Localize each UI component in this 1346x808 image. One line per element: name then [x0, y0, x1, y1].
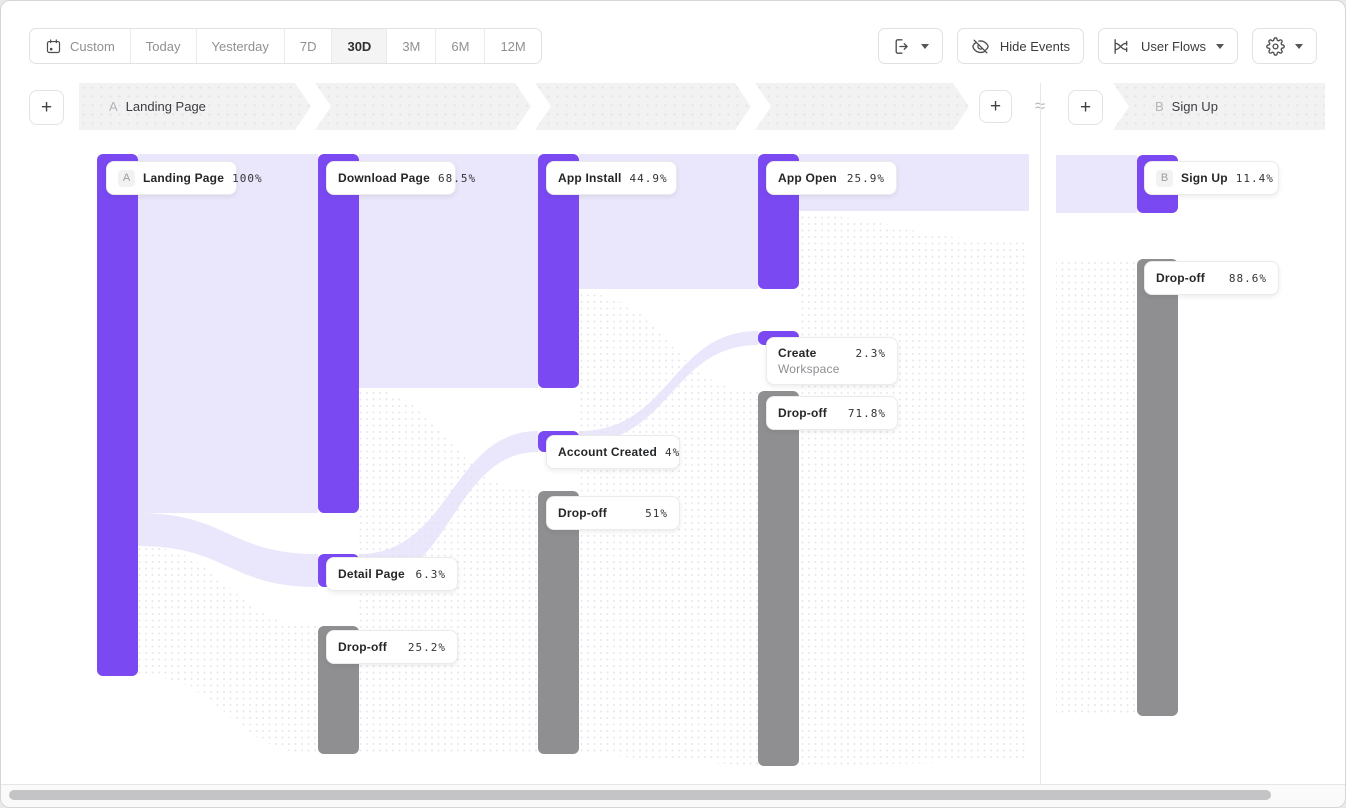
node-badge-a: A	[118, 169, 135, 187]
top-toolbar: Custom Today Yesterday 7D 30D 3M 6M 12M …	[29, 28, 1317, 64]
link-edge-to-signup	[1056, 155, 1137, 213]
node-label-download-page[interactable]: Download Page 68.5%	[326, 161, 475, 195]
step-b-badge: B	[1155, 99, 1164, 114]
link-landing-to-dropoff	[138, 546, 318, 754]
date-range-7d[interactable]: 7D	[283, 29, 332, 63]
node-label-dropoff-51[interactable]: Drop-off 51%	[546, 496, 680, 530]
link-edge-to-dropoff-b	[1056, 259, 1137, 716]
bar-landing-page[interactable]	[97, 154, 138, 676]
link-landing-to-download	[138, 154, 318, 513]
plus-icon: +	[1079, 97, 1092, 118]
step-a-badge: A	[109, 99, 118, 114]
date-range-30d-selected[interactable]: 30D	[331, 29, 387, 63]
node-badge-b: B	[1156, 169, 1173, 187]
export-button[interactable]	[877, 28, 943, 64]
link-col4-to-edge-dropoff	[799, 215, 1029, 766]
funnel-step-a-segment[interactable]: A Landing Page	[79, 83, 311, 130]
export-icon	[892, 37, 911, 56]
node-label-create-workspace[interactable]: Create 2.3% Workspace	[766, 337, 898, 385]
bar-app-install[interactable]	[538, 154, 579, 388]
node-label-detail-page[interactable]: Detail Page 6.3%	[326, 557, 458, 591]
link-landing-to-detail	[138, 513, 318, 587]
gear-icon	[1266, 36, 1285, 56]
funnel-step-b-segment[interactable]: B Sign Up	[1113, 83, 1325, 130]
eye-off-icon	[971, 37, 990, 56]
plus-icon: +	[989, 96, 1002, 117]
user-flows-label: User Flows	[1140, 38, 1206, 54]
node-label-app-open[interactable]: App Open 25.9%	[766, 161, 897, 195]
funnel-empty-segment-2[interactable]	[535, 83, 751, 130]
date-range-6m[interactable]: 6M	[435, 29, 484, 63]
bar-dropoff-71-8[interactable]	[758, 391, 799, 766]
toolbar-right-buttons: Hide Events User Flows	[877, 28, 1317, 64]
settings-button[interactable]	[1252, 28, 1317, 64]
plus-icon: +	[40, 97, 53, 118]
chevron-down-icon	[920, 43, 929, 49]
date-range-label: Custom	[70, 38, 115, 54]
date-range-selector: Custom Today Yesterday 7D 30D 3M 6M 12M	[29, 28, 542, 64]
user-flows-button[interactable]: User Flows	[1097, 28, 1238, 64]
step-a-label: Landing Page	[125, 99, 206, 114]
add-step-button-left[interactable]: +	[29, 90, 64, 125]
bar-dropoff-51[interactable]	[538, 491, 579, 754]
node-label-account-created[interactable]: Account Created 4%	[546, 435, 680, 469]
node-label-dropoff-25-2[interactable]: Drop-off 25.2%	[326, 630, 458, 664]
funnel-empty-segment-3[interactable]	[755, 83, 969, 130]
calendar-icon	[45, 38, 62, 55]
date-range-yesterday[interactable]: Yesterday	[195, 29, 284, 63]
link-download-to-appinstall	[359, 154, 538, 388]
funnel-step-b-content: B Sign Up	[1155, 83, 1218, 130]
hide-events-button[interactable]: Hide Events	[956, 28, 1084, 64]
scrollbar-thumb[interactable]	[9, 790, 1271, 800]
date-range-custom[interactable]: Custom	[30, 29, 130, 63]
date-range-today[interactable]: Today	[129, 29, 196, 63]
chevron-down-icon	[1295, 43, 1303, 49]
node-label-dropoff-88-6[interactable]: Drop-off 88.6%	[1144, 261, 1279, 295]
node-label-landing-page[interactable]: A Landing Page 100%	[106, 161, 262, 195]
node-label-dropoff-71-8[interactable]: Drop-off 71.8%	[766, 396, 898, 430]
chevron-down-icon	[1216, 43, 1224, 49]
funnel-divider	[1040, 83, 1041, 786]
hide-events-label: Hide Events	[999, 38, 1070, 54]
flow-chart-icon	[1112, 37, 1131, 56]
node-label-sign-up[interactable]: B Sign Up 11.4%	[1144, 161, 1279, 195]
date-range-12m[interactable]: 12M	[484, 29, 540, 63]
funnel-step-a-content: A Landing Page	[109, 83, 206, 130]
horizontal-scrollbar[interactable]	[1, 784, 1345, 807]
step-b-label: Sign Up	[1171, 99, 1218, 114]
add-step-button-funnel-b[interactable]: +	[1068, 90, 1103, 125]
date-range-3m[interactable]: 3M	[386, 29, 435, 63]
funnel-empty-segment-1[interactable]	[315, 83, 531, 130]
bar-dropoff-88-6[interactable]	[1137, 259, 1178, 716]
funnel-builder-bar: + A Landing Page + ≈ + B Sign Up	[1, 83, 1345, 130]
add-step-button-funnel-a[interactable]: +	[979, 90, 1012, 123]
bar-download-page[interactable]	[318, 154, 359, 513]
node-label-app-install[interactable]: App Install 44.9%	[546, 161, 677, 195]
